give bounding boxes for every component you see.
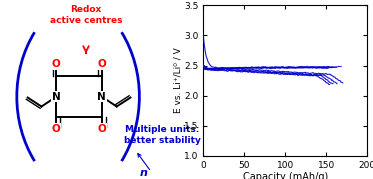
Text: N: N xyxy=(52,92,61,102)
Text: n: n xyxy=(140,168,147,178)
Text: O: O xyxy=(97,59,106,69)
Text: O: O xyxy=(52,124,61,134)
Text: Redox
active centres: Redox active centres xyxy=(50,5,122,25)
X-axis label: Capacity (mAh/g): Capacity (mAh/g) xyxy=(243,172,328,179)
Text: Multiple units:
better stability: Multiple units: better stability xyxy=(124,125,201,145)
Text: N: N xyxy=(97,92,106,102)
Y-axis label: E vs. Li⁺/Li⁰ / V: E vs. Li⁺/Li⁰ / V xyxy=(174,48,183,113)
Text: O: O xyxy=(52,59,61,69)
Text: O: O xyxy=(97,124,106,134)
